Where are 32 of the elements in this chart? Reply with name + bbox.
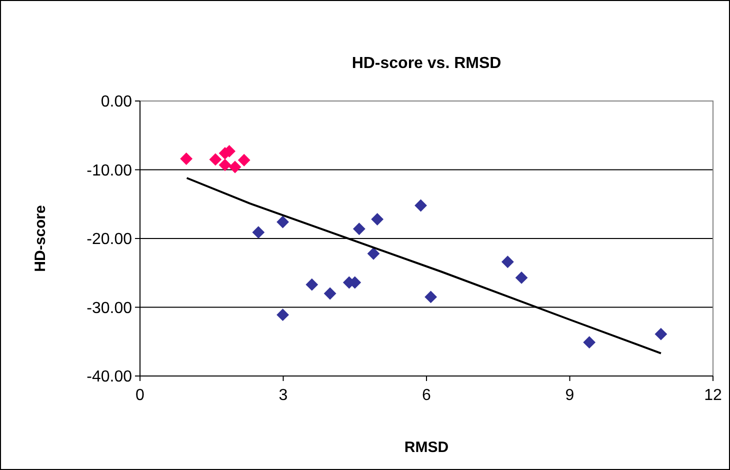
point <box>209 153 222 166</box>
point <box>414 200 427 212</box>
point <box>252 226 264 238</box>
point <box>371 213 384 226</box>
y-tick-label: -40.00 <box>86 368 132 386</box>
x-tick-label: 12 <box>704 387 722 404</box>
point <box>238 154 250 166</box>
chart-title: HD-score vs. RMSD <box>352 55 502 72</box>
point <box>654 328 667 340</box>
point <box>306 278 318 291</box>
x-tick-label: 0 <box>136 387 145 404</box>
y-tick-label: -10.00 <box>86 162 132 180</box>
point <box>276 308 289 321</box>
y-tick-label: -30.00 <box>86 300 132 317</box>
point <box>180 152 192 165</box>
point <box>502 256 514 268</box>
point <box>276 216 289 228</box>
point <box>324 288 336 300</box>
y-tick-label: -20.00 <box>86 231 132 248</box>
point <box>353 222 366 235</box>
point <box>424 290 437 303</box>
point <box>516 272 528 284</box>
x-tick-label: 6 <box>422 387 432 404</box>
y-axis-title: HD-score <box>32 205 49 272</box>
point <box>583 336 596 348</box>
point <box>367 248 380 260</box>
y-tick-label: 0.00 <box>100 94 132 111</box>
x-axis-title: RMSD <box>404 439 449 456</box>
x-tick-label: 3 <box>278 387 288 404</box>
x-tick-label: 9 <box>565 387 574 404</box>
point <box>229 161 242 173</box>
point <box>218 158 231 171</box>
